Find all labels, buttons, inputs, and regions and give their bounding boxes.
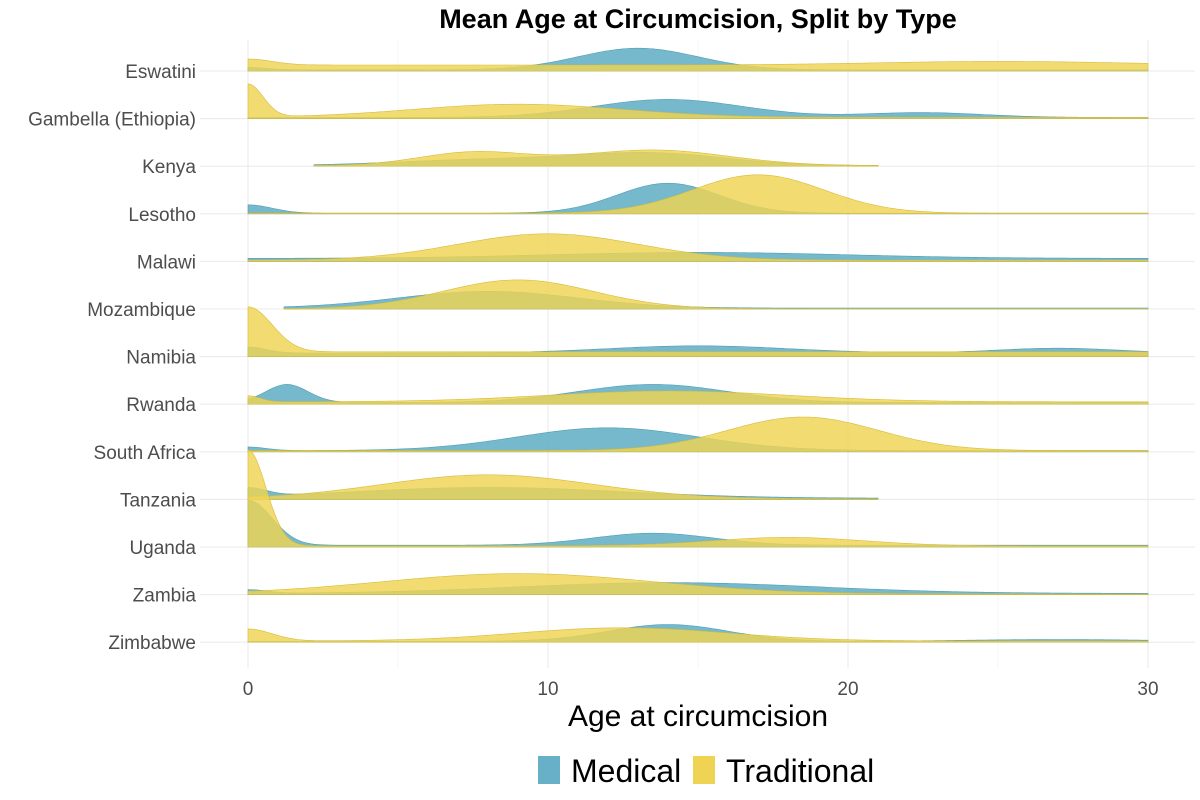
ridges <box>247 47 1149 643</box>
x-tick-label: 0 <box>243 679 254 700</box>
density-traditional-malawi <box>247 233 1149 262</box>
density-traditional-tanzania <box>247 474 879 500</box>
density-traditional-lesotho <box>247 174 1149 215</box>
y-tick-lesotho: Lesotho <box>128 205 196 226</box>
x-tick-label: 30 <box>1137 679 1158 700</box>
y-tick-zambia: Zambia <box>133 586 197 607</box>
y-tick-malawi: Malawi <box>137 252 196 273</box>
density-medical-uganda <box>247 499 1149 548</box>
y-tick-namibia: Namibia <box>126 348 196 369</box>
x-tick-label: 20 <box>837 679 858 700</box>
density-traditional-namibia <box>247 306 1149 357</box>
density-traditional-zimbabwe <box>247 627 1149 643</box>
y-axis: Zimbabwe Zambia Uganda Tanzania South Africa… <box>28 62 196 654</box>
density-traditional-gambella-ethiopia <box>247 83 1149 119</box>
x-axis: 0 10 20 30 <box>243 679 1159 700</box>
x-axis-label: Age at circumcision <box>568 700 828 733</box>
legend-label-medical: Medical <box>571 753 681 789</box>
density-traditional-uganda <box>247 449 1149 548</box>
x-tick-label: 10 <box>537 679 558 700</box>
y-tick-kenya: Kenya <box>142 157 196 178</box>
legend: Medical Traditional <box>538 753 874 789</box>
density-traditional-rwanda <box>247 390 1149 405</box>
legend-label-traditional: Traditional <box>726 753 874 789</box>
y-tick-south-africa: South Africa <box>94 443 197 464</box>
y-tick-eswatini: Eswatini <box>125 62 196 83</box>
chart-title: Mean Age at Circumcision, Split by Type <box>439 4 957 34</box>
density-traditional-kenya <box>313 149 879 167</box>
y-tick-rwanda: Rwanda <box>126 395 196 416</box>
legend-swatch-traditional <box>693 756 715 784</box>
density-traditional-mozambique <box>283 279 1149 310</box>
legend-swatch-medical <box>538 756 560 784</box>
y-tick-uganda: Uganda <box>129 538 196 559</box>
density-traditional-zambia <box>247 573 1149 595</box>
density-traditional-eswatini <box>247 58 1149 72</box>
y-tick-zimbabwe: Zimbabwe <box>108 633 196 654</box>
y-tick-mozambique: Mozambique <box>87 300 196 321</box>
y-tick-gambella-ethiopia: Gambella (Ethiopia) <box>28 110 196 131</box>
y-tick-tanzania: Tanzania <box>120 490 196 511</box>
density-traditional-south-africa <box>247 416 1149 453</box>
